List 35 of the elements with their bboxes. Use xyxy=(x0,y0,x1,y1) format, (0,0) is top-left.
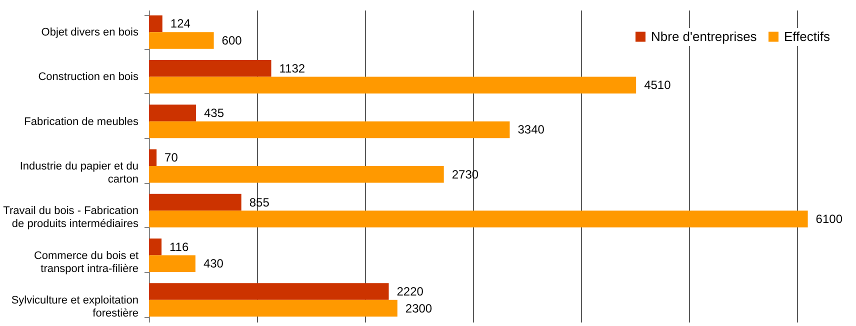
bar xyxy=(149,121,510,138)
data-label: 2220 xyxy=(396,284,424,299)
data-label: 116 xyxy=(170,240,189,254)
bar xyxy=(149,60,272,77)
data-label: 600 xyxy=(222,33,242,48)
bar xyxy=(149,76,636,94)
data-label: 4510 xyxy=(644,78,672,92)
bar xyxy=(149,300,398,317)
y-tick-label: Fabrication de meubles xyxy=(24,116,139,128)
bar xyxy=(149,15,162,32)
y-tick-label: Commerce du bois et transport intra-filière xyxy=(34,250,138,275)
bar xyxy=(149,166,444,183)
bar xyxy=(149,32,214,49)
bar xyxy=(149,194,242,211)
bar xyxy=(149,149,157,166)
data-label: 3340 xyxy=(518,122,545,137)
data-label: 6100 xyxy=(816,212,843,226)
y-tick-label: Construction en bois xyxy=(38,71,139,84)
legend-label: Effectifs xyxy=(784,28,830,44)
data-label: 430 xyxy=(203,256,224,271)
data-label: 124 xyxy=(170,16,191,31)
y-tick-label: Sylviculture et exploitation forestière xyxy=(11,294,138,320)
bar xyxy=(149,238,162,256)
y-tick-label: Objet divers en bois xyxy=(41,26,139,39)
bar xyxy=(149,104,196,122)
y-tick-label: Travail du bois - Fabrication de produits intermédiaires xyxy=(3,205,139,230)
data-label: 435 xyxy=(204,106,224,120)
y-tick-label: Industrie du papier et du carton xyxy=(20,160,138,186)
data-label: 1132 xyxy=(279,61,306,76)
data-label: 2300 xyxy=(405,301,432,316)
legend-label: Nbre d'entreprises xyxy=(651,28,758,44)
bar xyxy=(149,255,196,272)
data-label: 70 xyxy=(164,150,178,165)
bar xyxy=(149,283,389,300)
bar xyxy=(149,210,808,228)
